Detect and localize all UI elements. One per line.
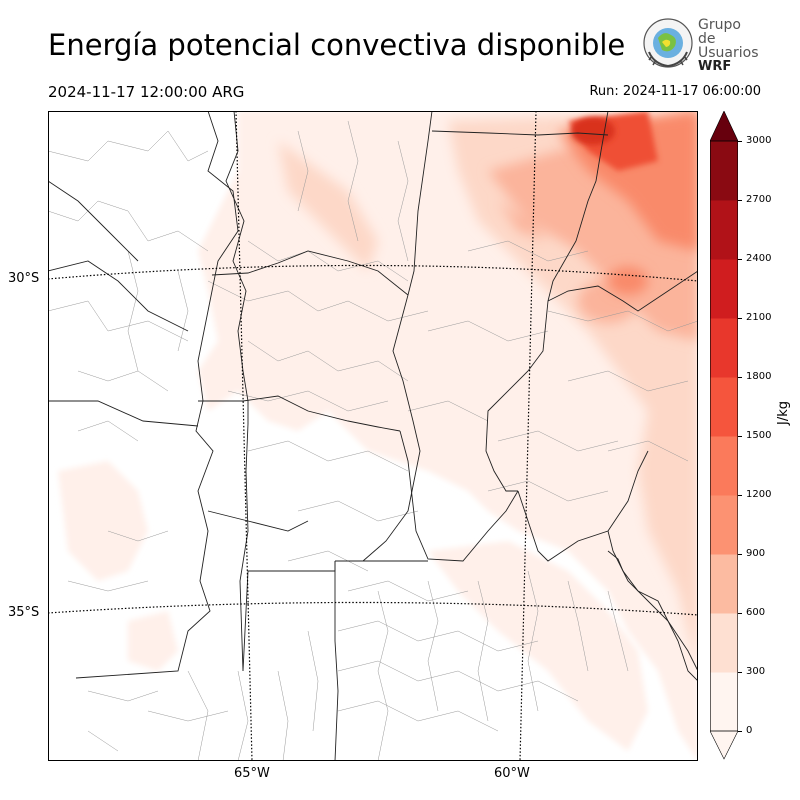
colorbar-tick-mark xyxy=(738,554,742,555)
colorbar-tick-label: 1500 xyxy=(746,430,772,441)
colorbar-tick-label: 2100 xyxy=(746,312,772,323)
map-title: Energía potencial convectiva disponible xyxy=(48,28,626,62)
lat-label-35s: 35°S xyxy=(8,605,40,620)
run-time: Run: 2024-11-17 06:00:00 xyxy=(589,84,761,99)
colorbar-tick-mark xyxy=(738,731,742,732)
colorbar-band xyxy=(710,554,738,614)
colorbar-tick-mark xyxy=(738,259,742,260)
map-frame xyxy=(48,111,698,761)
lon-label-60w: 60°W xyxy=(494,766,530,781)
colorbar-band xyxy=(710,495,738,555)
colorbar-tick-label: 300 xyxy=(746,666,766,677)
colorbar-bands xyxy=(710,141,738,732)
colorbar-extend-max xyxy=(710,111,738,142)
district-boundaries xyxy=(48,120,698,761)
lon-label-65w: 65°W xyxy=(234,766,270,781)
colorbar-tick-mark xyxy=(738,141,742,142)
cape-shading xyxy=(58,111,698,761)
colorbar-unit: J/kg xyxy=(776,401,791,425)
colorbar-tick-label: 2700 xyxy=(746,194,772,205)
colorbar-tick-mark xyxy=(738,672,742,673)
colorbar-tick-label: 2400 xyxy=(746,253,772,264)
colorbar-band xyxy=(710,672,738,732)
colorbar-band xyxy=(710,259,738,319)
colorbar-band xyxy=(710,141,738,201)
colorbar-tick-mark xyxy=(738,200,742,201)
colorbar-tick-label: 3000 xyxy=(746,135,772,146)
colorbar-band xyxy=(710,200,738,260)
colorbar-tick-label: 1800 xyxy=(746,371,772,382)
colorbar-tick-mark xyxy=(738,436,742,437)
province-boundaries xyxy=(48,111,698,761)
graticule xyxy=(48,111,698,761)
valid-time: 2024-11-17 12:00:00 ARG xyxy=(48,83,245,101)
colorbar-tick-label: 1200 xyxy=(746,489,772,500)
wrf-logo: Grupo de Usuarios WRF xyxy=(640,16,760,74)
colorbar-tick-mark xyxy=(738,318,742,319)
colorbar-band xyxy=(710,436,738,496)
logo-line3: WRF xyxy=(698,59,732,74)
globe-logo-icon xyxy=(643,18,693,68)
logo-text: Grupo de Usuarios WRF xyxy=(698,18,760,74)
colorbar-tick-label: 0 xyxy=(746,725,753,736)
colorbar-band xyxy=(710,377,738,437)
colorbar-tick-label: 600 xyxy=(746,607,766,618)
colorbar-extend-min xyxy=(710,730,738,760)
coastline xyxy=(607,550,698,682)
logo-line2: Usuarios xyxy=(698,45,759,61)
colorbar-tick-mark xyxy=(738,613,742,614)
colorbar-band xyxy=(710,318,738,378)
colorbar-tick-label: 900 xyxy=(746,548,766,559)
colorbar-tick-mark xyxy=(738,495,742,496)
colorbar-band xyxy=(710,613,738,673)
lat-label-30s: 30°S xyxy=(8,271,40,286)
cape-map xyxy=(48,111,698,761)
logo-line1: Grupo de xyxy=(698,17,741,47)
colorbar xyxy=(710,111,738,760)
colorbar-tick-mark xyxy=(738,377,742,378)
colorbar-frame xyxy=(710,140,738,732)
